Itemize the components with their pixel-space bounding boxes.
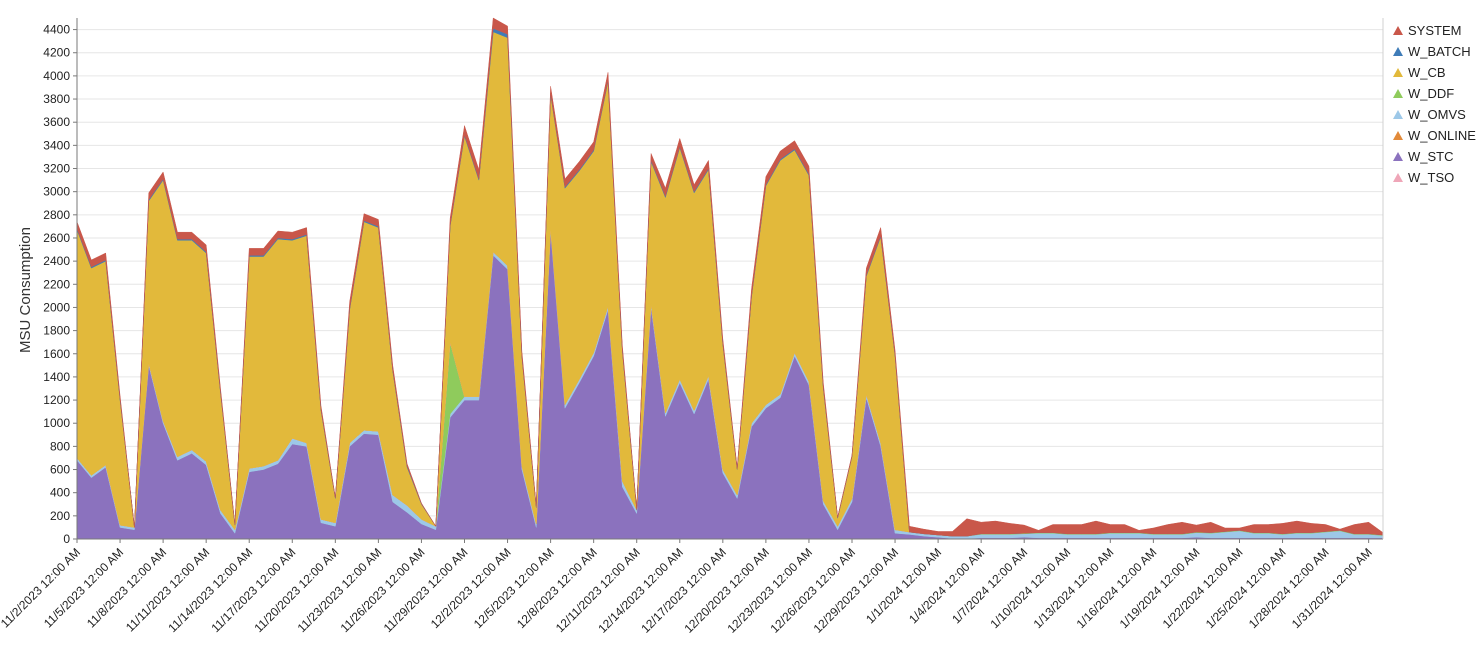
x-tick-label: 12/2/2023 12:00 AM bbox=[428, 545, 514, 631]
y-tick-label: 3800 bbox=[43, 92, 70, 106]
stacked-areas bbox=[76, 17, 1384, 540]
x-tick-label: 11/5/2023 12:00 AM bbox=[41, 545, 126, 630]
x-tick-label: 12/17/2023 12:00 AM bbox=[638, 545, 729, 636]
x-tick-label: 1/25/2024 12:00 AM bbox=[1203, 545, 1289, 631]
y-tick-label: 1400 bbox=[43, 370, 70, 384]
y-tick-label: 0 bbox=[63, 532, 70, 546]
y-tick-label: 2000 bbox=[43, 300, 70, 314]
legend-marker-w-ddf bbox=[1393, 89, 1403, 98]
legend-label-w-cb: W_CB bbox=[1408, 65, 1446, 80]
x-tick-label: 12/14/2023 12:00 AM bbox=[595, 545, 686, 636]
y-axis-ticks: 0 200 400 600 800 1000 1200 1400 1600 1800 2000 220… bbox=[43, 23, 77, 546]
x-tick-label: 1/1/2024 12:00 AM bbox=[863, 545, 944, 626]
x-tick-label: 1/4/2024 12:00 AM bbox=[906, 545, 987, 626]
x-tick-label: 11/26/2023 12:00 AM bbox=[338, 545, 428, 635]
x-tick-label: 1/31/2024 12:00 AM bbox=[1289, 545, 1375, 631]
y-tick-label: 2600 bbox=[43, 231, 70, 245]
legend-marker-w-batch bbox=[1393, 47, 1403, 56]
y-tick-label: 1800 bbox=[43, 324, 70, 338]
x-tick-label: 1/19/2024 12:00 AM bbox=[1117, 545, 1203, 631]
y-tick-label: 1000 bbox=[43, 416, 70, 430]
y-tick-label: 3600 bbox=[43, 115, 70, 129]
legend: SYSTEM W_BATCH W_CB W_DDF W_OMVS W_ONLINE W_ST… bbox=[1393, 23, 1476, 185]
y-tick-label: 1600 bbox=[43, 347, 70, 361]
x-tick-label: 1/10/2024 12:00 AM bbox=[988, 545, 1074, 631]
y-tick-label: 2200 bbox=[43, 277, 70, 291]
legend-label-w-tso: W_TSO bbox=[1408, 170, 1454, 185]
legend-marker-w-tso bbox=[1393, 173, 1403, 182]
x-tick-label: 12/11/2023 12:00 AM bbox=[553, 545, 643, 635]
x-tick-label: 1/28/2024 12:00 AM bbox=[1246, 545, 1332, 631]
y-tick-label: 4000 bbox=[43, 69, 70, 83]
x-tick-label: 11/2/2023 12:00 AM bbox=[0, 545, 83, 630]
y-tick-label: 800 bbox=[50, 439, 70, 453]
legend-marker-w-stc bbox=[1393, 152, 1403, 161]
legend-marker-w-online bbox=[1393, 131, 1403, 140]
x-tick-label: 12/8/2023 12:00 AM bbox=[514, 545, 600, 631]
y-tick-label: 200 bbox=[50, 509, 70, 523]
legend-label-w-ddf: W_DDF bbox=[1408, 86, 1454, 101]
legend-label-w-omvs: W_OMVS bbox=[1408, 107, 1466, 122]
x-tick-label: 11/29/2023 12:00 AM bbox=[381, 545, 471, 635]
y-tick-label: 4400 bbox=[43, 23, 70, 37]
legend-label-w-online: W_ONLINE bbox=[1408, 128, 1476, 143]
x-tick-label: 11/14/2023 12:00 AM bbox=[165, 545, 255, 635]
x-tick-label: 11/8/2023 12:00 AM bbox=[84, 545, 169, 630]
x-tick-label: 11/23/2023 12:00 AM bbox=[295, 545, 385, 635]
x-tick-label: 1/7/2024 12:00 AM bbox=[949, 545, 1030, 626]
x-tick-label: 12/23/2023 12:00 AM bbox=[724, 545, 815, 636]
y-tick-label: 2400 bbox=[43, 254, 70, 268]
y-tick-label: 3000 bbox=[43, 185, 70, 199]
legend-label-w-stc: W_STC bbox=[1408, 149, 1454, 164]
x-tick-label: 1/22/2024 12:00 AM bbox=[1160, 545, 1246, 631]
x-tick-label: 12/20/2023 12:00 AM bbox=[681, 545, 772, 636]
y-tick-label: 600 bbox=[50, 463, 70, 477]
axes bbox=[76, 18, 1384, 540]
x-tick-label: 1/13/2024 12:00 AM bbox=[1031, 545, 1117, 631]
legend-marker-w-cb bbox=[1393, 68, 1403, 77]
y-tick-label: 3200 bbox=[43, 162, 70, 176]
legend-label-system: SYSTEM bbox=[1408, 23, 1461, 38]
y-tick-label: 400 bbox=[50, 486, 70, 500]
y-tick-label: 4200 bbox=[43, 46, 70, 60]
legend-marker-system bbox=[1393, 26, 1403, 35]
x-tick-label: 12/29/2023 12:00 AM bbox=[811, 545, 902, 636]
y-tick-label: 1200 bbox=[43, 393, 70, 407]
legend-marker-w-omvs bbox=[1393, 110, 1403, 119]
y-tick-label: 3400 bbox=[43, 138, 70, 152]
legend-label-w-batch: W_BATCH bbox=[1408, 44, 1471, 59]
x-tick-label: 12/5/2023 12:00 AM bbox=[471, 545, 557, 631]
y-tick-label: 2800 bbox=[43, 208, 70, 222]
x-tick-label: 11/17/2023 12:00 AM bbox=[208, 545, 298, 635]
x-tick-label: 1/16/2024 12:00 AM bbox=[1074, 545, 1160, 631]
x-tick-label: 11/20/2023 12:00 AM bbox=[252, 545, 342, 635]
y-axis-title: MSU Consumption bbox=[17, 227, 34, 353]
x-tick-label: 11/11/2023 12:00 AM bbox=[123, 545, 212, 634]
x-tick-label: 12/26/2023 12:00 AM bbox=[768, 545, 859, 636]
